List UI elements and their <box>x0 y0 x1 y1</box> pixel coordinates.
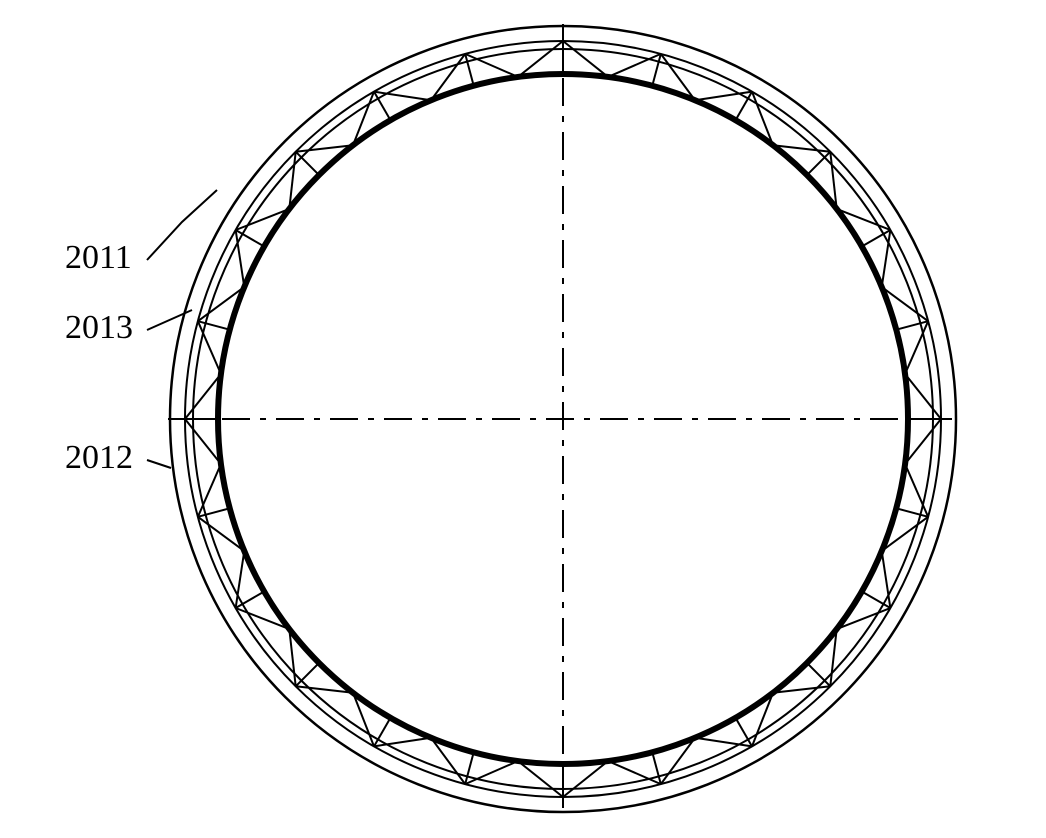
truss-diagonal <box>465 54 518 77</box>
label-text-2011: 2011 <box>65 239 132 276</box>
truss-radial <box>198 321 230 330</box>
truss-radial <box>465 54 474 86</box>
truss-radial <box>296 663 319 686</box>
truss-diagonal <box>465 761 518 784</box>
leader-2013 <box>147 310 192 330</box>
truss-radial <box>652 54 661 86</box>
truss-radial <box>896 508 928 517</box>
label-2011: 2011 <box>65 190 217 276</box>
truss-radial <box>198 508 230 517</box>
truss-radial <box>296 152 319 175</box>
truss-diagonal <box>608 761 661 784</box>
label-text-2012: 2012 <box>65 439 133 476</box>
label-2013: 2013 <box>65 309 192 346</box>
truss-diagonal <box>198 321 221 374</box>
truss-diagonal <box>608 54 661 77</box>
label-text-2013: 2013 <box>65 309 133 346</box>
truss-radial <box>807 663 830 686</box>
truss-radial <box>652 752 661 784</box>
truss-radial <box>896 321 928 330</box>
truss-radial <box>465 752 474 784</box>
label-2012: 2012 <box>65 439 171 476</box>
truss-radial <box>807 152 830 175</box>
truss-diagonal <box>905 464 928 517</box>
leader-2012 <box>147 460 171 468</box>
truss-diagonal <box>198 464 221 517</box>
leader-2011 <box>147 190 217 260</box>
truss-diagonal <box>905 321 928 374</box>
